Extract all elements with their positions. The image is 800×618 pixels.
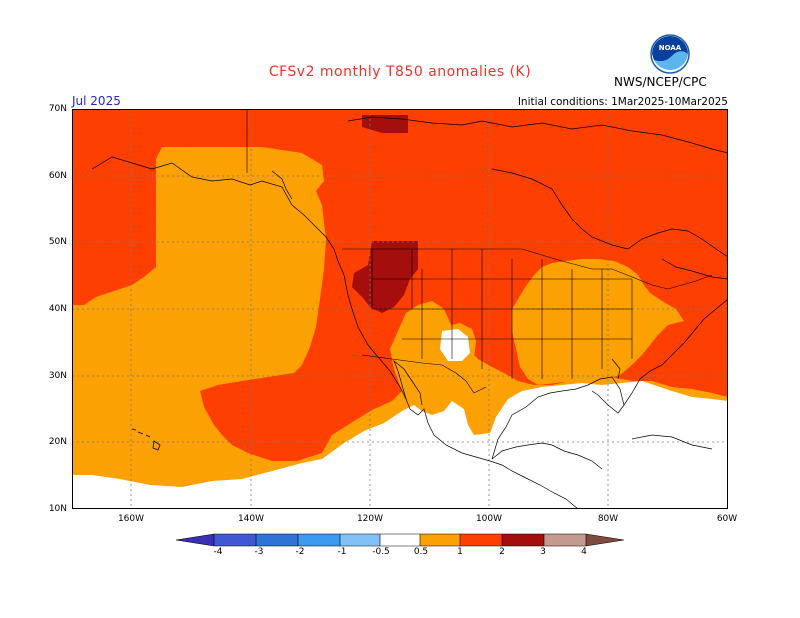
- colorbar-label-neg4: -4: [213, 547, 223, 557]
- colorbar-label-neg2: -2: [295, 547, 305, 557]
- forecast-month: Jul 2025: [72, 94, 121, 108]
- colorbar: [175, 533, 625, 547]
- colorbar-label-4: 4: [581, 547, 587, 557]
- colorbar-label-3: 3: [540, 547, 546, 557]
- colorbar-label-2: 2: [499, 547, 505, 557]
- lat-label-50n: 50N: [48, 237, 67, 247]
- colorbar-cell-2-3: [502, 534, 544, 546]
- anomaly-region-southeast-us: [512, 259, 684, 385]
- colorbar-cell-05-1: [420, 534, 460, 546]
- lat-label-60n: 60N: [48, 171, 67, 181]
- lon-label-120w: 120W: [356, 514, 384, 524]
- colorbar-label-neg1: -1: [337, 547, 347, 557]
- anomaly-region-tropics: [72, 381, 728, 509]
- colorbar-label-1: 1: [457, 547, 463, 557]
- coastlines: [91, 116, 728, 509]
- colorbar-cell-neg4-neg3: [214, 534, 256, 546]
- anomaly-region-rockies: [352, 241, 418, 313]
- lat-label-70n: 70N: [48, 104, 67, 114]
- colorbar-cell-neutral: [380, 534, 420, 546]
- noaa-logo-text: NOAA: [659, 44, 682, 52]
- lat-label-10n: 10N: [48, 504, 67, 514]
- colorbar-cell-neg2-neg1: [298, 534, 340, 546]
- lon-label-80w: 80W: [597, 514, 619, 524]
- colorbar-label-05: 0.5: [413, 547, 429, 557]
- colorbar-label-neg05: -0.5: [372, 547, 390, 557]
- lat-label-20n: 20N: [48, 437, 67, 447]
- map-frame: [72, 109, 728, 509]
- lon-label-100w: 100W: [475, 514, 503, 524]
- colorbar-cell-3-4: [544, 534, 586, 546]
- colorbar-cell-gt-4: [586, 534, 624, 546]
- political-borders: [246, 109, 713, 394]
- hawaii-islands: [131, 428, 161, 451]
- lon-label-60w: 60W: [716, 514, 738, 524]
- colorbar-label-neg3: -3: [254, 547, 264, 557]
- anomaly-region-southwest-white: [440, 329, 470, 361]
- noaa-logo: NOAA: [650, 34, 690, 78]
- map-title: CFSv2 monthly T850 anomalies (K): [268, 64, 532, 80]
- lat-label-40n: 40N: [48, 304, 67, 314]
- lon-label-160w: 160W: [117, 514, 145, 524]
- colorbar-cell-1-2: [460, 534, 502, 546]
- agency-label: NWS/NCEP/CPC: [614, 75, 707, 89]
- colorbar-cell-neg3-neg2: [256, 534, 298, 546]
- initial-conditions: Initial conditions: 1Mar2025-10Mar2025: [517, 96, 728, 108]
- anomaly-map: [72, 109, 728, 509]
- lat-label-30n: 30N: [48, 371, 67, 381]
- lon-label-140w: 140W: [237, 514, 265, 524]
- colorbar-cell-neg1-neg05: [340, 534, 380, 546]
- anomaly-region-northern-canada: [362, 115, 408, 133]
- colorbar-cell-lt-4: [176, 534, 214, 546]
